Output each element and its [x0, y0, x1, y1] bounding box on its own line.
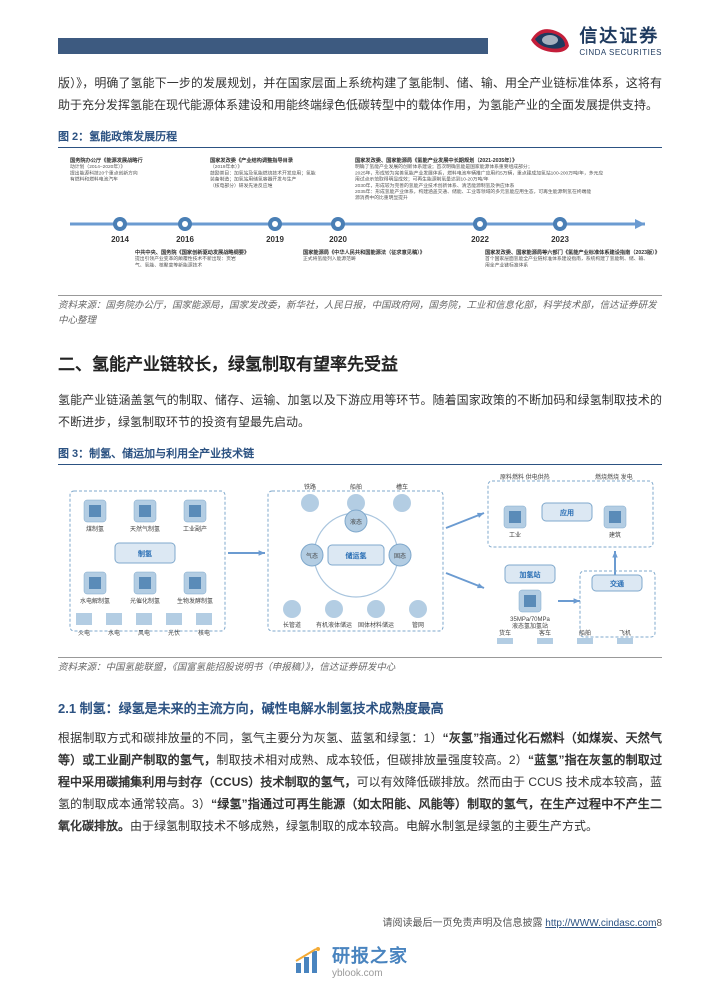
- svg-text:燃烧燃烧 发电: 燃烧燃烧 发电: [595, 473, 633, 481]
- svg-text:鼓励类目：加氢站及氢能燃烧技术开发应用；氢能: 鼓励类目：加氢站及氢能燃烧技术开发应用；氢能: [210, 170, 316, 177]
- figure-3-label: 图 3：制氢、储运加与利用全产业技术链: [58, 445, 662, 465]
- footer-page-number: 8: [656, 918, 662, 929]
- svg-text:2014: 2014: [111, 235, 129, 244]
- company-logo: 信达证券 CINDA SECURITIES: [529, 22, 662, 57]
- svg-text:生物发酵制氢: 生物发酵制氢: [177, 597, 213, 605]
- svg-text:气、氢能、核聚变等新能源技术: 气、氢能、核聚变等新能源技术: [135, 262, 202, 269]
- svg-text:用全产业链标准体系: 用全产业链标准体系: [485, 262, 528, 269]
- svg-text:应用: 应用: [560, 508, 574, 517]
- svg-text:槽车: 槽车: [396, 483, 408, 491]
- svg-text:国家发改委、国家能源局等六部门《氢能产业标准体系建设指南（2: 国家发改委、国家能源局等六部门《氢能产业标准体系建设指南（2023版）》: [485, 248, 660, 256]
- svg-text:光催化制氢: 光催化制氢: [130, 597, 160, 605]
- svg-text:提出引领产业变革的颠覆性技术不新出现：页岩: 提出引领产业变革的颠覆性技术不新出现：页岩: [135, 256, 236, 263]
- subsection-2-1-para: 根据制取方式和碳排放量的不同，氢气主要分为灰氢、蓝氢和绿氢：1）“灰氢”指通过化…: [58, 727, 662, 838]
- footer-text: 请阅读最后一页免责声明及信息披露: [383, 918, 546, 929]
- svg-text:用试点示范取得明显成效；可再生能源制氢量达到10-20万吨/: 用试点示范取得明显成效；可再生能源制氢量达到10-20万吨/年: [355, 176, 489, 183]
- svg-text:火电: 火电: [78, 629, 90, 637]
- svg-text:煤制氢: 煤制氢: [86, 525, 104, 533]
- svg-text:国家能源局《中华人民共和国能源法（征求意见稿）》: 国家能源局《中华人民共和国能源法（征求意见稿）》: [303, 248, 425, 256]
- logo-swirl-icon: [529, 24, 571, 56]
- svg-text:船舶: 船舶: [579, 629, 591, 637]
- svg-text:原料燃料 供电供热: 原料燃料 供电供热: [500, 473, 550, 481]
- svg-text:加氢站: 加氢站: [519, 570, 541, 579]
- svg-text:工业副产: 工业副产: [183, 525, 207, 533]
- svg-text:源消费中的比重明显提升: 源消费中的比重明显提升: [355, 195, 408, 202]
- svg-text:2035年：形成氢能产业体系，构建涵盖交通、储能、工业等领域: 2035年：形成氢能产业体系，构建涵盖交通、储能、工业等领域的多元氢能应用生态，…: [355, 188, 591, 195]
- svg-text:货车: 货车: [499, 629, 511, 637]
- svg-text:国家发改委《产业结构调整指导目录: 国家发改委《产业结构调整指导目录: [210, 156, 294, 164]
- watermark-url: yblook.com: [332, 968, 408, 979]
- svg-text:2019: 2019: [266, 235, 284, 244]
- svg-text:2022: 2022: [471, 235, 489, 244]
- svg-text:储运氢: 储运氢: [345, 551, 367, 560]
- svg-text:液态氢加氢站: 液态氢加氢站: [512, 622, 548, 630]
- svg-text:2020: 2020: [329, 235, 347, 244]
- svg-text:制氢: 制氢: [138, 549, 152, 558]
- svg-text:铁路: 铁路: [304, 483, 316, 491]
- svg-text:有机液体储运: 有机液体储运: [316, 621, 352, 629]
- svg-text:船舶: 船舶: [350, 483, 362, 491]
- svg-text:正式将氢能列入能源范畴: 正式将氢能列入能源范畴: [303, 256, 356, 263]
- svg-text:水电: 水电: [108, 629, 120, 637]
- svg-text:天然气制氢: 天然气制氢: [130, 525, 160, 533]
- watermark-chart-icon: [294, 947, 324, 975]
- svg-text:固体材料储运: 固体材料储运: [358, 621, 394, 629]
- svg-text:2025年，形成较为完善氢能产业发展体系，燃料电池车辆推广应: 2025年，形成较为完善氢能产业发展体系，燃料电池车辆推广应用约5万辆，重点建成…: [355, 170, 603, 177]
- section-2-intro: 氢能产业链涵盖氢气的制取、储存、运输、加氢以及下游应用等环节。随着国家政策的不断…: [58, 389, 662, 433]
- subsection-2-1-heading: 2.1 制氢：绿氢是未来的主流方向，碱性电解水制氢技术成熟度最高: [58, 698, 662, 717]
- watermark: 研报之家 yblook.com: [294, 942, 408, 979]
- svg-text:固态: 固态: [394, 552, 406, 560]
- svg-text:2016: 2016: [176, 235, 194, 244]
- svg-text:首个国家层面氢能全产业链标准体系建设指南，系统构建了氢能制、: 首个国家层面氢能全产业链标准体系建设指南，系统构建了氢能制、储、输、: [485, 256, 648, 263]
- watermark-text-cn: 研报之家: [332, 942, 408, 968]
- svg-text:提出能源科技20个重点创新方向: 提出能源科技20个重点创新方向: [70, 170, 138, 177]
- figure-2-label: 图 2：氢能政策发展历程: [58, 128, 662, 148]
- footer-url-link[interactable]: http://WWW.cindasc.com: [545, 918, 656, 929]
- intro-paragraph: 版）》，明确了氢能下一步的发展规划，并在国家层面上系统构建了氢能制、储、输、用全…: [58, 72, 662, 116]
- figure-3-chain: 制氢 煤制氢 天然气制氢 工业副产水电解制氢 光催化制氢 生物发酵制氢火电 水电 风电 光伏 核电…: [58, 473, 662, 648]
- footer-disclosure: 请阅读最后一页免责声明及信息披露 http://WWW.cindasc.com8: [383, 914, 662, 929]
- svg-text:国务院办公厅《能源发展战略行: 国务院办公厅《能源发展战略行: [70, 156, 143, 164]
- svg-text:工业: 工业: [509, 531, 521, 539]
- svg-text:风电: 风电: [138, 629, 150, 637]
- svg-text:液态: 液态: [350, 518, 362, 526]
- svg-text:明确了氢能产业发展的创新体系建设；首次明确氢能是国家能源体系: 明确了氢能产业发展的创新体系建设；首次明确氢能是国家能源体系重要组成部分；: [355, 164, 533, 171]
- logo-text-en: CINDA SECURITIES: [579, 48, 662, 57]
- header-color-bar: [58, 38, 488, 54]
- svg-text:飞机: 飞机: [619, 629, 631, 637]
- svg-text:有燃料和燃料电池汽车: 有燃料和燃料电池汽车: [70, 176, 118, 183]
- section-2-heading: 二、氢能产业链较长，绿氢制取有望率先受益: [58, 350, 662, 375]
- logo-text-cn: 信达证券: [579, 22, 662, 48]
- svg-text:管网: 管网: [412, 621, 424, 629]
- svg-text:动计划（2014−2020年）》: 动计划（2014−2020年）》: [70, 164, 125, 171]
- svg-text:装备制造；加氢站用储氢容器开发与生产: 装备制造；加氢站用储氢容器开发与生产: [210, 176, 297, 183]
- svg-text:国家发改委、国家能源局《氢能产业发展中长期规划（2021-2: 国家发改委、国家能源局《氢能产业发展中长期规划（2021-2035年）》: [355, 156, 517, 164]
- svg-text:长管道: 长管道: [283, 621, 301, 629]
- svg-text:建筑: 建筑: [609, 531, 621, 539]
- svg-text:光伏: 光伏: [168, 629, 180, 637]
- svg-text:交通: 交通: [610, 579, 625, 588]
- svg-text:（核电部分）研发先进反应堆: （核电部分）研发先进反应堆: [210, 182, 273, 189]
- page-body: 版）》，明确了氢能下一步的发展规划，并在国家层面上系统构建了氢能制、储、输、用全…: [58, 72, 662, 837]
- figure-3-source: 资料来源：中国氢能联盟，《国富氢能招股说明书（申报稿）》，信达证券研发中心: [58, 657, 662, 675]
- figure-2-source: 资料来源：国务院办公厅，国家能源局，国家发改委，新华社，人民日报，中国政府网，国…: [58, 295, 662, 328]
- svg-text:气态: 气态: [306, 552, 318, 560]
- svg-text:水电解制氢: 水电解制氢: [80, 597, 110, 605]
- svg-text:2023: 2023: [551, 235, 569, 244]
- svg-text:客车: 客车: [539, 629, 551, 637]
- svg-text:核电: 核电: [198, 629, 210, 637]
- svg-text:2030年，形成较为完善的氢能产业技术创新体系、清洁能源制氢: 2030年，形成较为完善的氢能产业技术创新体系、清洁能源制氢及供应体系: [355, 182, 515, 189]
- figure-2-timeline: 国务院办公厅《能源发展战略行动计划（2014−2020年）》提出能源科技20个重…: [58, 156, 662, 286]
- svg-text:中共中央、国务院《国家创新驱动发展战略纲要》: 中共中央、国务院《国家创新驱动发展战略纲要》: [135, 248, 249, 256]
- svg-text:（2019年本）》: （2019年本）》: [210, 164, 242, 171]
- svg-text:35MPa/70MPa: 35MPa/70MPa: [510, 617, 550, 623]
